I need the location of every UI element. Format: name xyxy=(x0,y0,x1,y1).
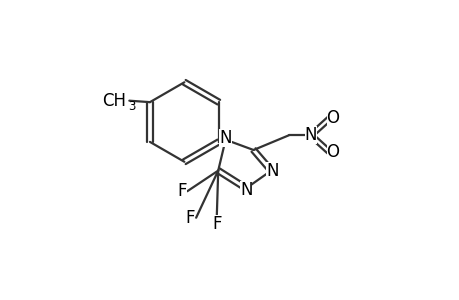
Text: O: O xyxy=(326,143,339,161)
Text: N: N xyxy=(266,162,278,180)
Text: N: N xyxy=(219,129,231,147)
Text: F: F xyxy=(177,182,186,200)
Text: F: F xyxy=(212,215,221,233)
Text: N: N xyxy=(240,181,252,199)
Text: CH: CH xyxy=(102,92,126,110)
Text: F: F xyxy=(185,209,195,227)
Text: N: N xyxy=(304,126,317,144)
Text: O: O xyxy=(326,110,339,128)
Text: 3: 3 xyxy=(128,100,135,113)
